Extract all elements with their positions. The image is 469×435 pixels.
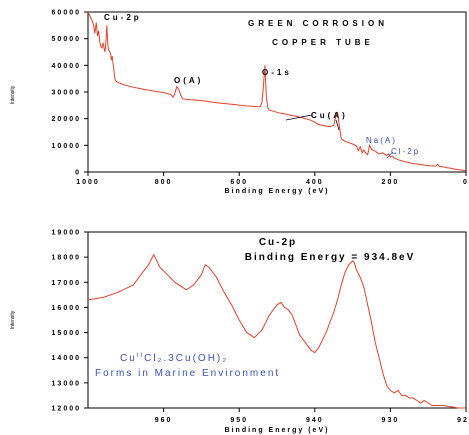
top-x-tick-label: 400 — [306, 179, 324, 186]
bottom-x-tick-label: 940 — [306, 417, 324, 424]
top-y-tick-label: 60000 — [52, 10, 81, 17]
top-x-tick-label: 800 — [155, 179, 173, 186]
bottom-y-tick-label: 14000 — [52, 355, 81, 362]
top-x-tick-label: 200 — [382, 179, 400, 186]
bottom-y-tick-label: 19000 — [52, 230, 81, 237]
annotation-na-auger: Na(A) — [366, 136, 397, 145]
bottom-y-axis: 12000 13000 14000 15000 16000 17000 18000 19000 — [52, 230, 88, 413]
cu2p-spectrum-chart: 12000 13000 14000 15000 16000 17000 18000 19000… — [10, 230, 469, 435]
bottom-y-tick-label: 13000 — [52, 380, 81, 387]
top-title-line-1: GREEN CORROSION — [248, 19, 388, 28]
survey-spectrum-line — [87, 11, 467, 172]
annotation-cl2p: Cl-2p — [391, 147, 420, 156]
top-y-tick-label: 40000 — [52, 63, 81, 70]
annotation-cu-auger-leader-1 — [285, 114, 313, 121]
environment-label: Forms in Marine Environment — [95, 368, 280, 379]
top-y-tick-label: 20000 — [52, 116, 81, 123]
top-x-tick-label: 0 — [463, 179, 469, 186]
bottom-x-tick-label: 920 — [457, 417, 469, 424]
top-y-tick-label: 0 — [75, 170, 81, 177]
bottom-title-line-1: Cu-2p — [259, 237, 297, 248]
top-x-axis: 1000 800 600 400 200 0 — [76, 172, 469, 186]
top-title-line-2: COPPER TUBE — [272, 38, 374, 47]
top-y-tick-label: 50000 — [52, 36, 81, 43]
bottom-y-axis-label: Intensity — [10, 310, 16, 329]
survey-spectrum-chart: 0 10000 20000 30000 40000 50000 60000 1000 800 6… — [10, 10, 469, 196]
annotation-cu2p: Cu-2p — [104, 13, 142, 22]
bottom-plot-frame — [87, 231, 467, 409]
annotation-cu-auger: Cu(A) — [311, 111, 348, 120]
top-x-axis-label: Binding Energy (eV) — [225, 188, 330, 195]
bottom-y-tick-label: 18000 — [52, 255, 81, 262]
annotation-cu-auger-leader-2 — [335, 119, 340, 131]
bottom-title-line-2: Binding Energy = 934.8eV — [245, 252, 416, 263]
annotation-o1s: O-1s — [262, 68, 292, 77]
annotation-cl2p-leader — [386, 151, 394, 159]
bottom-x-tick-label: 960 — [155, 417, 173, 424]
top-x-tick-label: 600 — [230, 179, 248, 186]
bottom-y-tick-label: 17000 — [52, 280, 81, 287]
compound-label: CuIICl₂.3Cu(OH)₂ — [120, 353, 228, 364]
bottom-x-axis-label: Binding Energy (eV) — [225, 427, 330, 434]
cu2p-spectrum-line — [87, 253, 466, 409]
bottom-x-tick-label: 950 — [230, 417, 248, 424]
bottom-x-tick-label: 930 — [382, 417, 400, 424]
top-y-axis: 0 10000 20000 30000 40000 50000 60000 — [52, 10, 88, 177]
top-y-axis-label: Intensity — [10, 85, 16, 104]
bottom-y-tick-label: 12000 — [52, 406, 81, 413]
top-y-tick-label: 10000 — [52, 143, 81, 150]
bottom-y-tick-label: 15000 — [52, 330, 81, 337]
bottom-x-axis: 960 950 940 930 920 — [155, 408, 469, 424]
bottom-y-tick-label: 16000 — [52, 305, 81, 312]
top-x-tick-label: 1000 — [76, 179, 100, 186]
annotation-o-auger: O(A) — [174, 76, 203, 85]
top-y-tick-label: 30000 — [52, 90, 81, 97]
